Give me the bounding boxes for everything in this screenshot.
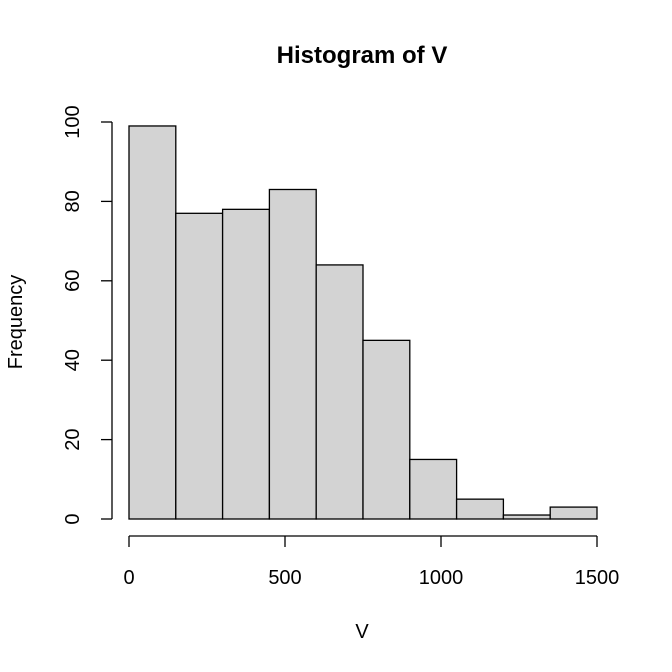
y-axis-label: Frequency	[5, 275, 27, 370]
y-tick-label: 0	[62, 513, 84, 524]
x-tick-label: 1500	[575, 567, 620, 589]
x-axis: 0 500 1000 1500	[123, 535, 620, 589]
y-tick-label: 80	[62, 190, 84, 212]
chart-title: Histogram of V	[277, 42, 448, 69]
histogram-bar	[175, 212, 224, 520]
histogram-bar	[268, 188, 317, 520]
x-tick-label: 1000	[419, 567, 464, 589]
bars-group	[128, 125, 598, 520]
y-tick-label: 100	[62, 105, 84, 138]
y-axis: 0 20 40 60 80 100	[62, 105, 113, 525]
histogram-bar	[128, 125, 177, 520]
y-tick-label: 60	[62, 270, 84, 292]
x-axis-label: V	[355, 621, 369, 643]
histogram-bar	[315, 264, 364, 520]
histogram-bar	[549, 506, 598, 520]
x-tick-label: 500	[268, 567, 301, 589]
histogram-bar	[362, 339, 411, 520]
y-tick-label: 20	[62, 428, 84, 450]
histogram-bar	[221, 208, 271, 520]
histogram-bar	[502, 514, 551, 520]
histogram-bar	[455, 498, 505, 520]
histogram-bar	[409, 458, 458, 520]
y-tick-label: 40	[62, 349, 84, 371]
x-tick-label: 0	[123, 567, 134, 589]
